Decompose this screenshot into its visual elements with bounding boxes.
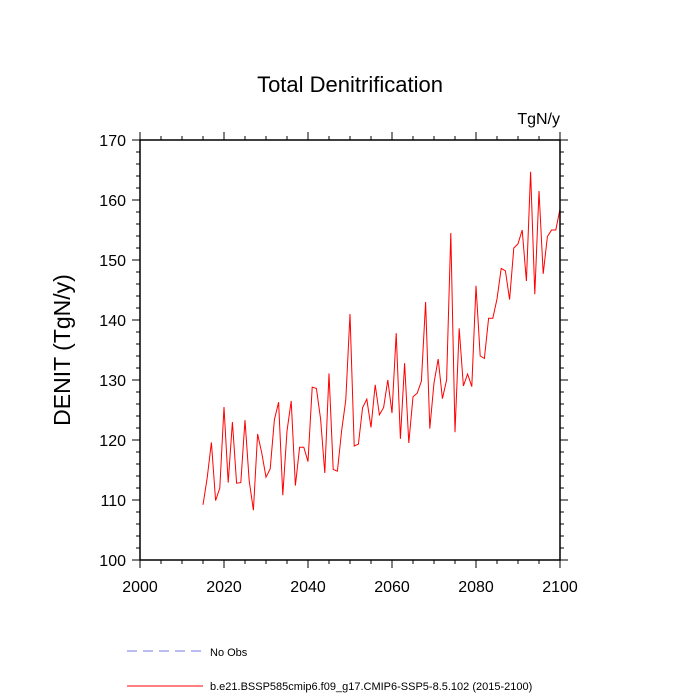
series-layer	[202, 171, 561, 511]
x-tick-label: 2080	[458, 579, 494, 596]
x-tick-label: 2060	[374, 579, 410, 596]
plot-frame	[139, 139, 561, 561]
y-tick-label: 150	[99, 253, 126, 270]
y-tick-label: 110	[100, 493, 126, 510]
legend: No Obs b.e21.BSSP585cmip6.f09_g17.CMIP6-…	[127, 647, 532, 693]
axis-ticks	[132, 132, 568, 568]
y-tick-label: 160	[99, 193, 126, 210]
chart-title: Total Denitrification	[257, 72, 443, 97]
x-tick-labels: 2000 2020 2040 2060 2080 2100	[122, 579, 578, 596]
units-label: TgN/y	[517, 111, 560, 128]
legend-label-no-obs: No Obs	[210, 647, 248, 659]
y-axis-label: DENIT (TgN/y)	[49, 274, 75, 426]
y-tick-labels: 100 110 120 130 140 150 160 170	[99, 133, 126, 570]
y-tick-label: 140	[99, 313, 126, 330]
x-tick-label: 2020	[206, 579, 242, 596]
x-tick-label: 2040	[290, 579, 326, 596]
legend-label-ssp585: b.e21.BSSP585cmip6.f09_g17.CMIP6-SSP5-8.…	[210, 681, 532, 693]
y-tick-label: 100	[99, 553, 126, 570]
y-tick-label: 130	[99, 373, 126, 390]
y-tick-label: 170	[99, 133, 126, 150]
series-line-0	[202, 171, 561, 511]
x-tick-label: 2000	[122, 579, 158, 596]
y-tick-label: 120	[99, 433, 126, 450]
x-tick-label: 2100	[542, 579, 578, 596]
